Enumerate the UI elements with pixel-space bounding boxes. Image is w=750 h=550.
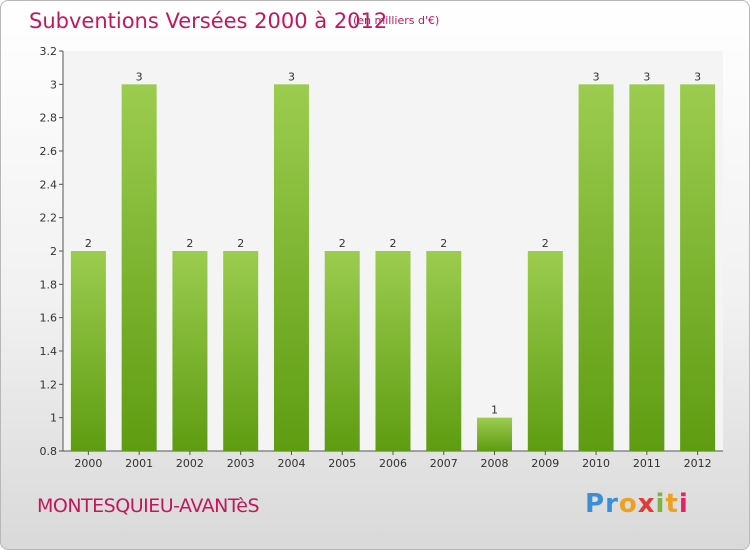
bar [477, 417, 513, 451]
x-tick-label: 2001 [125, 457, 153, 470]
bar-value-label: 2 [339, 237, 346, 250]
logo-letter: r [605, 489, 619, 519]
bar [273, 84, 309, 451]
bar [324, 251, 360, 451]
chart-subtitle: (en milliers d'€) [353, 14, 440, 27]
y-tick-label: 1 [50, 412, 57, 425]
bar [578, 84, 614, 451]
x-tick-label: 2008 [481, 457, 509, 470]
bar-value-label: 2 [186, 237, 193, 250]
x-tick-label: 2003 [227, 457, 255, 470]
x-tick-label: 2012 [684, 457, 712, 470]
bar-value-label: 2 [542, 237, 549, 250]
bar [70, 251, 106, 451]
y-tick-label: 1.2 [40, 378, 58, 391]
y-tick-label: 0.8 [40, 445, 58, 458]
x-tick-label: 2005 [328, 457, 356, 470]
y-tick-label: 2.2 [40, 212, 58, 225]
bar-value-label: 2 [390, 237, 397, 250]
y-tick-label: 2 [50, 245, 57, 258]
logo-letter: t [665, 489, 679, 519]
x-tick-label: 2004 [277, 457, 305, 470]
logo-letter: i [655, 489, 666, 519]
bar [680, 84, 716, 451]
y-tick-label: 1.6 [40, 312, 58, 325]
bar [629, 84, 665, 451]
logo-letter: x [637, 489, 656, 519]
bar-value-label: 2 [237, 237, 244, 250]
logo-letter: o [618, 489, 638, 519]
bar [172, 251, 208, 451]
y-tick-label: 2.4 [40, 178, 58, 191]
x-tick-label: 2002 [176, 457, 204, 470]
bar [121, 84, 157, 451]
bar [375, 251, 411, 451]
bar-value-label: 1 [491, 404, 498, 417]
bar-value-label: 3 [643, 70, 650, 83]
chart-title: Subventions Versées 2000 à 2012 [29, 9, 388, 33]
bar-value-label: 3 [288, 70, 295, 83]
logo-letter: i [678, 489, 689, 519]
x-tick-label: 2010 [582, 457, 610, 470]
x-tick-label: 2011 [633, 457, 661, 470]
bar-value-label: 3 [593, 70, 600, 83]
x-tick-label: 2000 [74, 457, 102, 470]
y-tick-label: 3 [50, 78, 57, 91]
x-tick-label: 2009 [531, 457, 559, 470]
bar [223, 251, 259, 451]
y-tick-label: 2.8 [40, 112, 58, 125]
proxiti-logo: Proxiti [585, 489, 689, 519]
commune-name: MONTESQUIEU-AVANTèS [37, 495, 260, 517]
bar-value-label: 3 [694, 70, 701, 83]
bar-value-label: 2 [85, 237, 92, 250]
bar-value-label: 3 [136, 70, 143, 83]
y-tick-label: 1.4 [40, 345, 58, 358]
x-tick-label: 2007 [430, 457, 458, 470]
bar [426, 251, 462, 451]
y-tick-label: 2.6 [40, 145, 58, 158]
bar-value-label: 2 [440, 237, 447, 250]
y-tick-label: 3.2 [40, 45, 58, 58]
logo-letter: P [585, 489, 606, 519]
x-tick-label: 2006 [379, 457, 407, 470]
bar [527, 251, 563, 451]
y-tick-label: 1.8 [40, 278, 58, 291]
